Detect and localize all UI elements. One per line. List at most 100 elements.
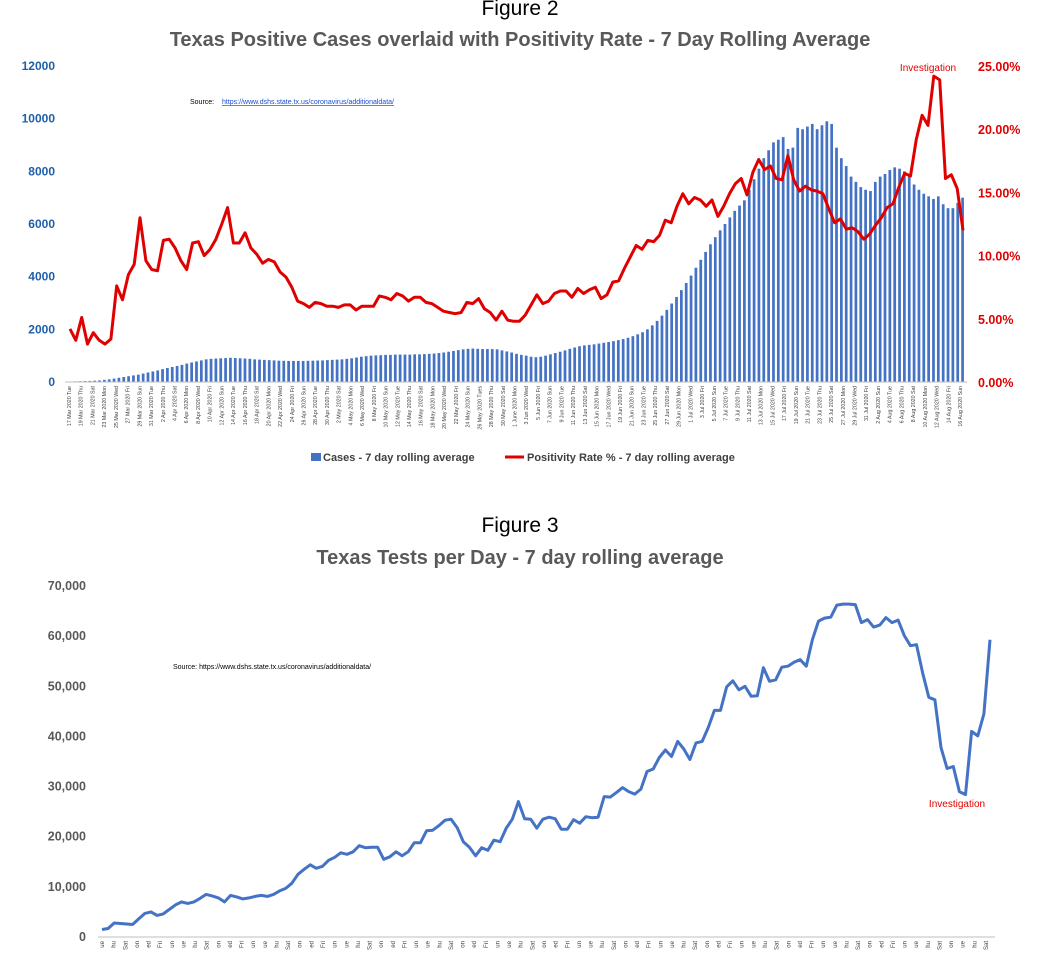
cases-bar <box>369 355 373 382</box>
x-axis-tick: on <box>135 941 141 948</box>
figure-3-x-axis-ticks: ue hu Sat on ed Fri un ue hu Sat on ed Fri un ue hu Sat o… <box>100 940 990 950</box>
x-axis-tick: ue <box>751 940 757 947</box>
x-axis-tick: ed <box>798 941 804 948</box>
cases-bar <box>893 167 897 382</box>
x-axis-tick: ed <box>147 941 153 948</box>
x-axis-tick: on <box>705 941 711 948</box>
x-axis-tick: hu <box>275 941 281 948</box>
cases-bar <box>515 353 518 382</box>
x-axis-tick: ue <box>100 940 106 947</box>
cases-bar <box>573 347 577 382</box>
x-axis-tick: un <box>903 941 909 948</box>
cases-bar <box>379 355 383 382</box>
cases-bar <box>398 354 402 382</box>
cases-bar <box>93 380 97 382</box>
x-axis-tick: hu <box>972 941 978 948</box>
cases-bar <box>864 189 867 382</box>
cases-bar <box>166 368 169 382</box>
cases-bar <box>229 357 232 382</box>
legend-cases-swatch <box>311 453 321 461</box>
x-axis-tick: 28 May 2020 Thu <box>489 386 495 427</box>
cases-bar <box>665 309 669 382</box>
x-axis-tick: 30 May 2020 Sat <box>501 385 507 426</box>
cases-bar <box>306 360 310 382</box>
cases-bar <box>185 363 189 382</box>
cases-bar <box>670 303 674 382</box>
x-axis-tick: ed <box>635 941 641 948</box>
cases-bar <box>922 193 926 382</box>
y-axis-tick: 10,000 <box>48 880 86 894</box>
cases-bar <box>830 123 834 383</box>
cases-bar <box>553 353 557 382</box>
x-axis-tick: Fri <box>565 941 571 948</box>
cases-bar <box>330 359 334 382</box>
cases-bar <box>578 346 581 382</box>
cases-bar <box>267 360 271 382</box>
x-axis-tick: 29 Jul 2020 Wed <box>853 386 859 426</box>
cases-bar <box>355 357 358 382</box>
cases-bar <box>878 176 882 382</box>
x-axis-tick: ue <box>961 940 967 947</box>
right-axis-tick: 25.00% <box>978 60 1020 74</box>
x-axis-tick: 14 May 2020 Thu <box>407 386 413 427</box>
cases-bar <box>209 358 213 382</box>
cases-bar <box>519 354 523 382</box>
x-axis-tick: 29 Jun 2020 Mon <box>677 386 683 427</box>
cases-bar <box>248 358 252 382</box>
cases-bar <box>806 126 809 382</box>
cases-bar <box>660 315 664 382</box>
cases-bar <box>917 189 921 382</box>
x-axis-tick: 29 Mar 2020 Sun <box>137 386 143 427</box>
cases-bar <box>452 350 455 382</box>
figure-3-tests-line <box>101 602 992 931</box>
cases-bar <box>534 357 538 382</box>
figure-2-investigation-annotation: Investigation <box>900 63 956 74</box>
x-axis-tick: Sat <box>205 941 211 950</box>
cases-bar <box>956 202 960 382</box>
cases-bar <box>961 197 964 382</box>
x-axis-tick: 8 Apr 2020 Wed <box>196 386 202 424</box>
cases-bar <box>461 349 465 382</box>
x-axis-tick: Sat <box>286 941 292 950</box>
cases-bar <box>151 371 155 382</box>
x-axis-tick: ed <box>554 941 560 948</box>
cases-bar <box>689 275 693 382</box>
cases-bar <box>243 358 247 382</box>
x-axis-tick: ue <box>263 940 269 947</box>
x-axis-tick: 15 Jul 2020 Wed <box>770 386 776 426</box>
x-axis-tick: ue <box>507 940 513 947</box>
x-axis-tick: 16 May 2020 Sat <box>419 385 425 426</box>
cases-bar <box>345 358 349 382</box>
cases-bar <box>641 332 644 382</box>
figure-2-chart-title: Texas Positive Cases overlaid with Posit… <box>170 29 871 51</box>
cases-bar <box>820 125 824 382</box>
figure-2-source-link[interactable]: https://www.dshs.state.tx.us/coronavirus… <box>222 99 394 106</box>
cases-bar <box>175 365 179 382</box>
cases-bar <box>471 348 475 382</box>
cases-bar <box>616 340 620 382</box>
x-axis-tick: ed <box>228 941 234 948</box>
cases-bar <box>767 150 770 382</box>
cases-bar <box>694 267 698 382</box>
cases-bar <box>335 359 339 382</box>
cases-bar <box>340 359 344 382</box>
cases-bar <box>631 336 635 382</box>
cases-bar <box>199 360 203 382</box>
x-axis-tick: 8 May 2020 Fri <box>372 386 378 421</box>
x-axis-tick: Fri <box>647 941 653 948</box>
y-axis-tick: 70,000 <box>48 579 86 593</box>
x-axis-tick: hu <box>600 941 606 948</box>
x-axis-tick: 28 Apr 2020 Tue <box>313 386 319 425</box>
x-axis-tick: Sat <box>612 941 618 950</box>
cases-bar <box>791 147 795 382</box>
x-axis-tick: 6 Apr 2020 Mon <box>184 386 190 423</box>
cases-bar <box>505 351 509 382</box>
legend-cases-label: Cases - 7 day rolling average <box>323 452 475 464</box>
x-axis-tick: 24 Apr 2020 Fri <box>290 386 296 422</box>
x-axis-tick: 23 Jun 2020 Tue <box>642 386 648 426</box>
x-axis-tick: 21 Jun 2020 Sun <box>630 386 636 426</box>
x-axis-tick: ue <box>589 940 595 947</box>
cases-bar <box>621 339 625 382</box>
x-axis-tick: 20 Apr 2020 Mon <box>266 386 272 426</box>
cases-bar <box>413 354 417 382</box>
